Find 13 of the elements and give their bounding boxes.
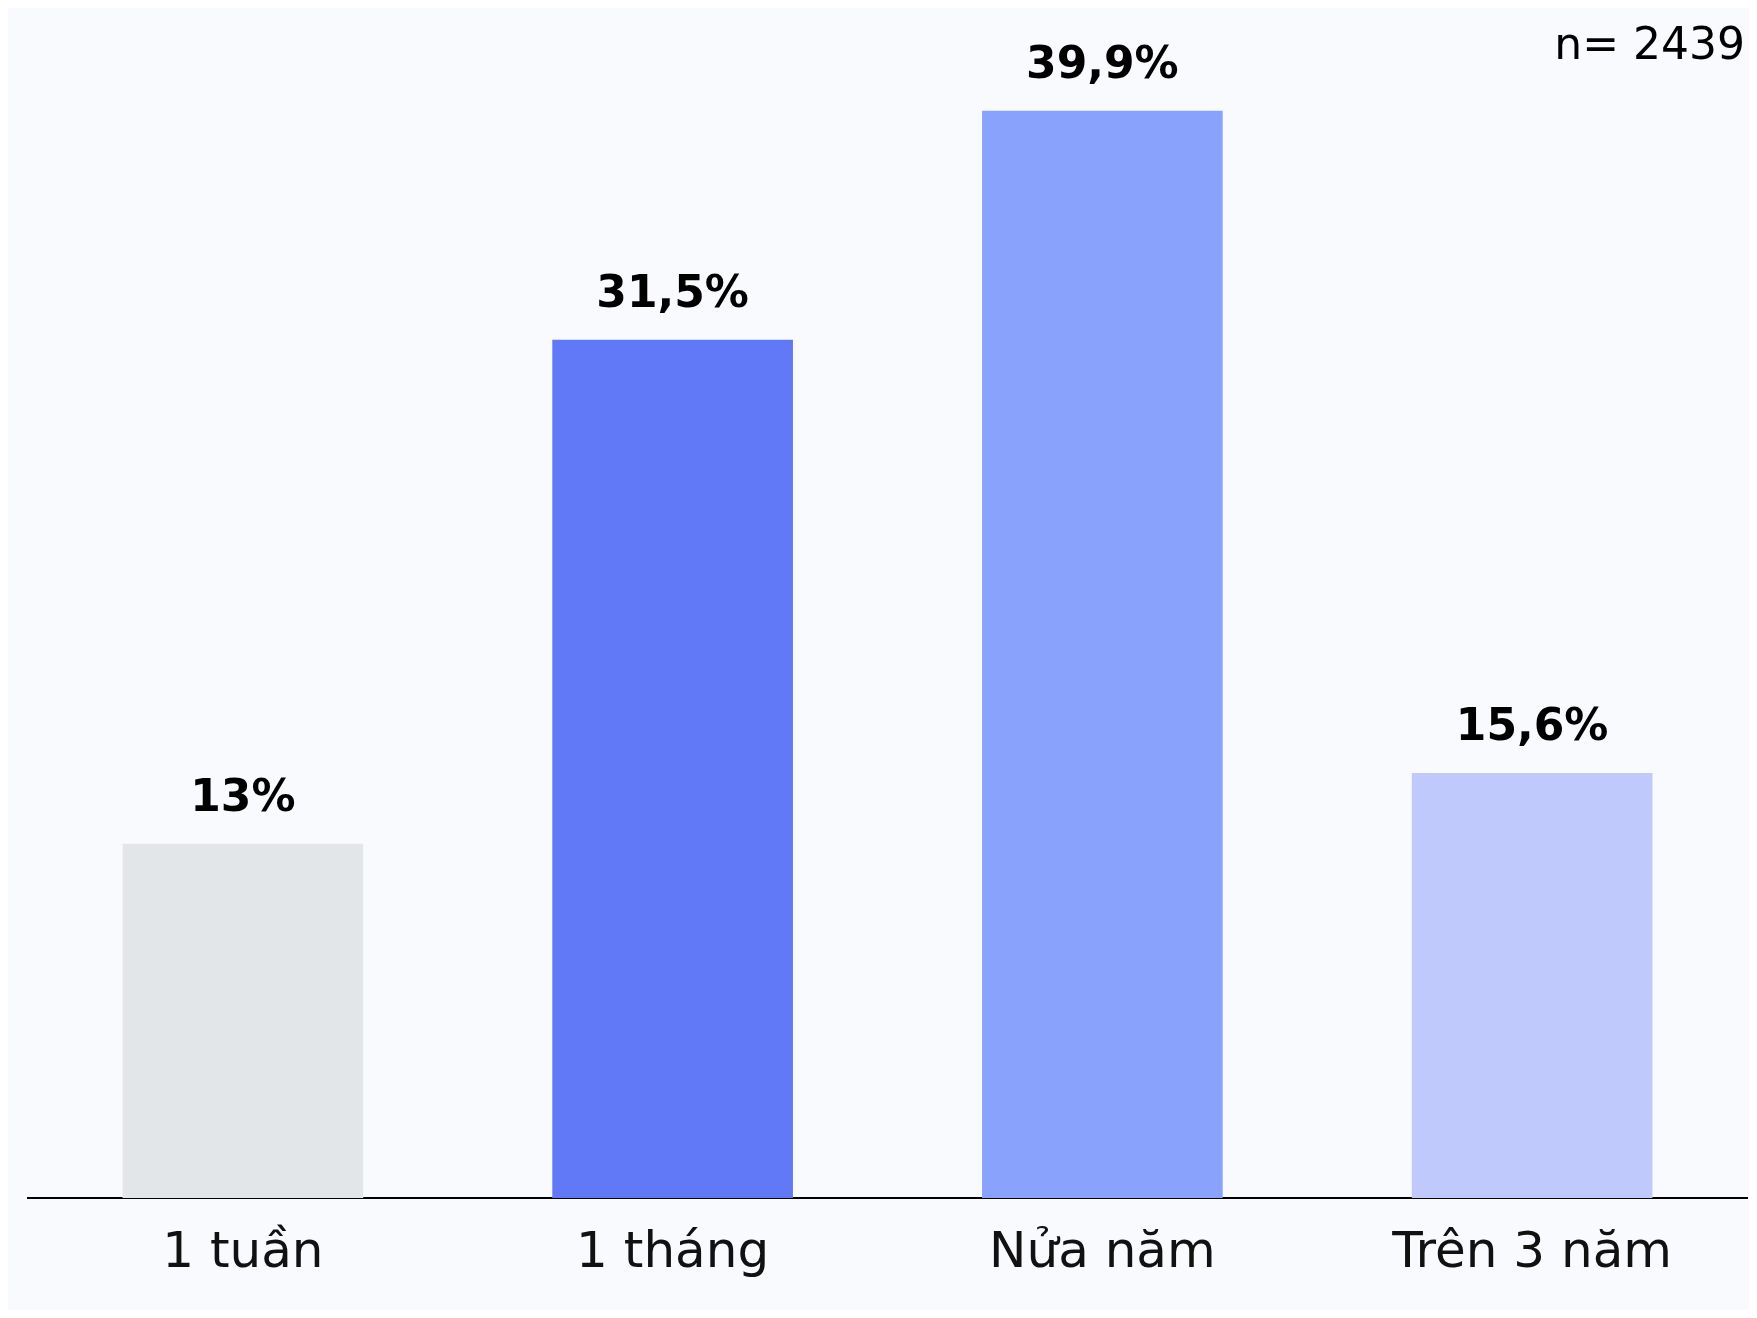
data-label: 13% <box>190 770 296 822</box>
bar <box>1411 772 1653 1198</box>
x-tick-label: 1 tuần <box>162 1220 324 1279</box>
data-label: 15,6% <box>1455 699 1609 751</box>
bar <box>982 110 1223 1198</box>
x-tick-label: Nửa năm <box>989 1220 1216 1279</box>
data-label: 31,5% <box>596 266 749 318</box>
text: n= 2439 <box>1554 18 1745 70</box>
x-tick-label: Trên 3 năm <box>1391 1220 1672 1279</box>
x-tick-label: 1 tháng <box>576 1220 770 1279</box>
bar <box>552 339 793 1198</box>
data-label: 39,9% <box>1026 37 1179 89</box>
bar <box>122 843 364 1198</box>
